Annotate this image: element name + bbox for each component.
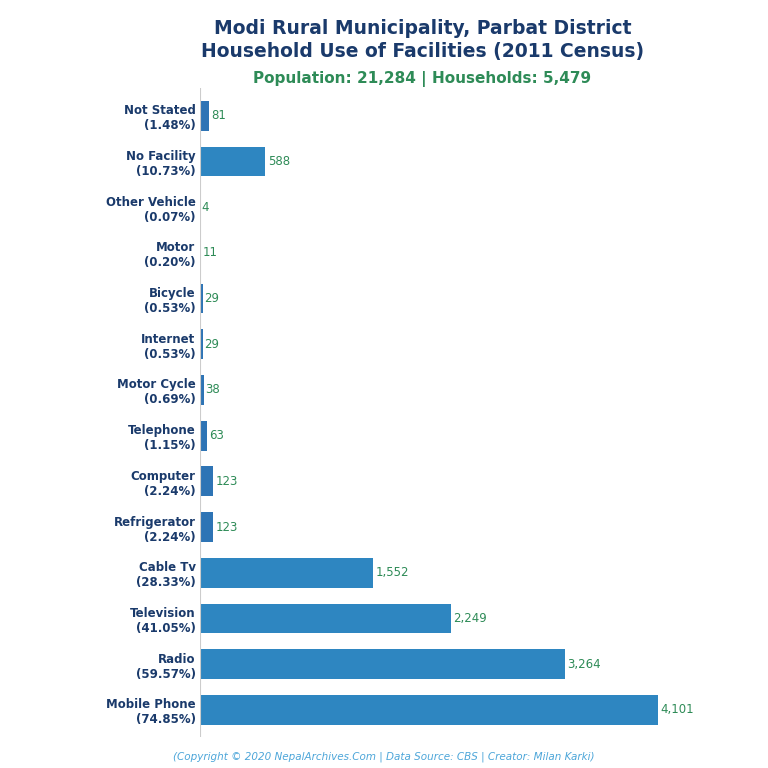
- Text: 29: 29: [204, 292, 220, 305]
- Bar: [200, 558, 373, 588]
- Bar: [200, 604, 452, 634]
- Text: 2,249: 2,249: [453, 612, 487, 625]
- Bar: [200, 375, 204, 405]
- Text: 123: 123: [216, 521, 238, 534]
- Text: Population: 21,284 | Households: 5,479: Population: 21,284 | Households: 5,479: [253, 71, 591, 87]
- Bar: [200, 466, 214, 496]
- Text: 11: 11: [203, 247, 217, 260]
- Bar: [200, 512, 214, 542]
- Text: 29: 29: [204, 338, 220, 351]
- Text: 1,552: 1,552: [376, 566, 409, 579]
- Bar: [200, 695, 658, 725]
- Text: Modi Rural Municipality, Parbat District: Modi Rural Municipality, Parbat District: [214, 19, 631, 38]
- Text: 4,101: 4,101: [660, 703, 694, 717]
- Text: 38: 38: [206, 383, 220, 396]
- Text: 588: 588: [268, 155, 290, 168]
- Bar: [200, 283, 203, 313]
- Bar: [200, 329, 203, 359]
- Text: 4: 4: [202, 200, 210, 214]
- Bar: [200, 101, 209, 131]
- Bar: [200, 147, 266, 177]
- Text: 63: 63: [209, 429, 223, 442]
- Text: 81: 81: [211, 109, 226, 122]
- Text: 3,264: 3,264: [567, 657, 601, 670]
- Text: (Copyright © 2020 NepalArchives.Com | Data Source: CBS | Creator: Milan Karki): (Copyright © 2020 NepalArchives.Com | Da…: [174, 751, 594, 762]
- Bar: [200, 649, 564, 679]
- Bar: [200, 421, 207, 451]
- Text: 123: 123: [216, 475, 238, 488]
- Text: Household Use of Facilities (2011 Census): Household Use of Facilities (2011 Census…: [201, 42, 644, 61]
- Bar: [200, 238, 201, 268]
